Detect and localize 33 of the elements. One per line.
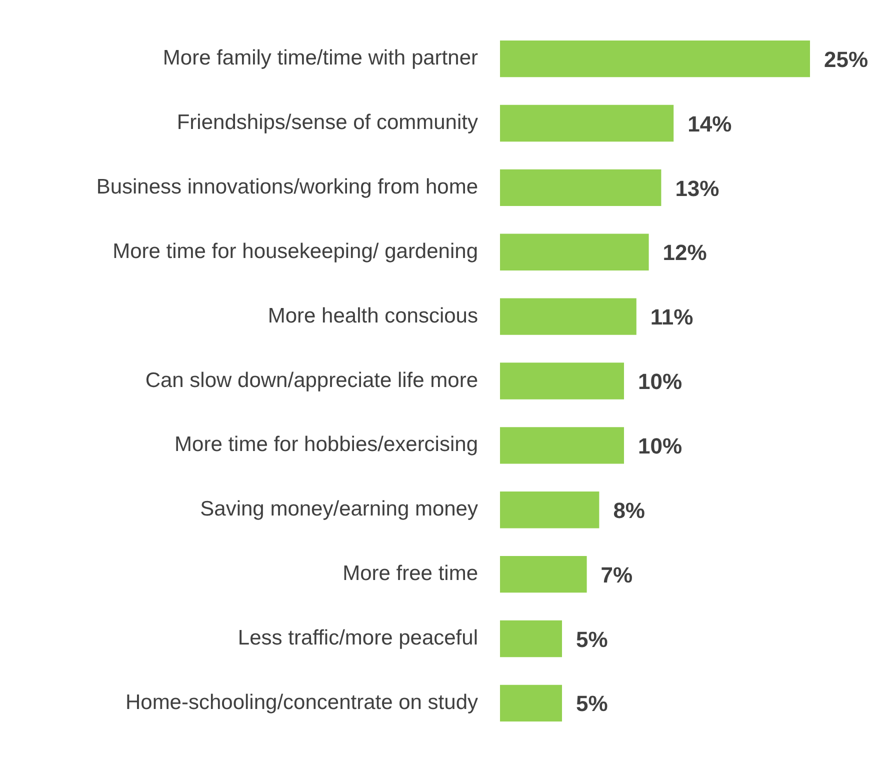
data-label: 13%: [675, 176, 720, 201]
y-tick-label: Can slow down/appreciate life more: [145, 368, 478, 392]
data-label: 7%: [600, 562, 633, 588]
bar: [500, 104, 674, 142]
data-label: 11%: [650, 304, 694, 330]
y-tick-label: Less traffic/more peaceful: [238, 626, 478, 650]
bar: [500, 427, 624, 464]
bar: [500, 556, 587, 593]
bar: [500, 40, 810, 78]
y-tick-label: Saving money/earning money: [200, 498, 478, 521]
y-tick-label: More time for hobbies/exercising: [174, 433, 478, 456]
bar: [500, 362, 624, 400]
y-tick-label: More free time: [342, 562, 478, 586]
bar: [500, 684, 562, 722]
y-tick-label: Friendships/sense of community: [176, 111, 478, 134]
data-label: 10%: [638, 434, 682, 458]
y-tick-label: Home-schooling/concentrate on study: [125, 690, 478, 714]
bar: [500, 169, 662, 206]
bar: [500, 234, 649, 270]
data-label: 8%: [613, 498, 645, 523]
bar: [500, 298, 636, 335]
bar: [500, 620, 562, 658]
data-label: 10%: [638, 369, 682, 394]
bar: [500, 492, 600, 528]
data-label: 25%: [824, 46, 868, 72]
data-label: 14%: [688, 111, 732, 136]
y-tick-label: Business innovations/working from home: [96, 175, 478, 198]
y-tick-label: More health conscious: [268, 304, 478, 328]
y-tick-label: More family time/time with partner: [162, 46, 478, 70]
y-tick-label: More time for housekeeping/ gardening: [112, 240, 478, 263]
data-label: 12%: [662, 240, 707, 266]
data-label: 5%: [576, 626, 608, 652]
data-label: 5%: [576, 691, 608, 716]
